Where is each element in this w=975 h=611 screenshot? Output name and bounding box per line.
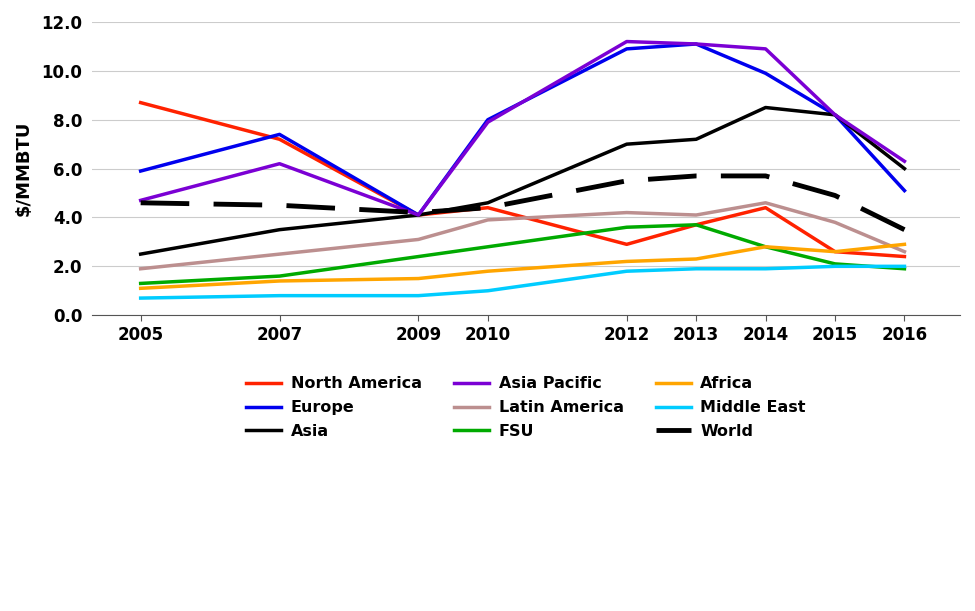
Y-axis label: $/MMBTU: $/MMBTU: [15, 121, 33, 216]
Legend: North America, Europe, Asia, Asia Pacific, Latin America, FSU, Africa, Middle Ea: North America, Europe, Asia, Asia Pacifi…: [240, 370, 812, 445]
